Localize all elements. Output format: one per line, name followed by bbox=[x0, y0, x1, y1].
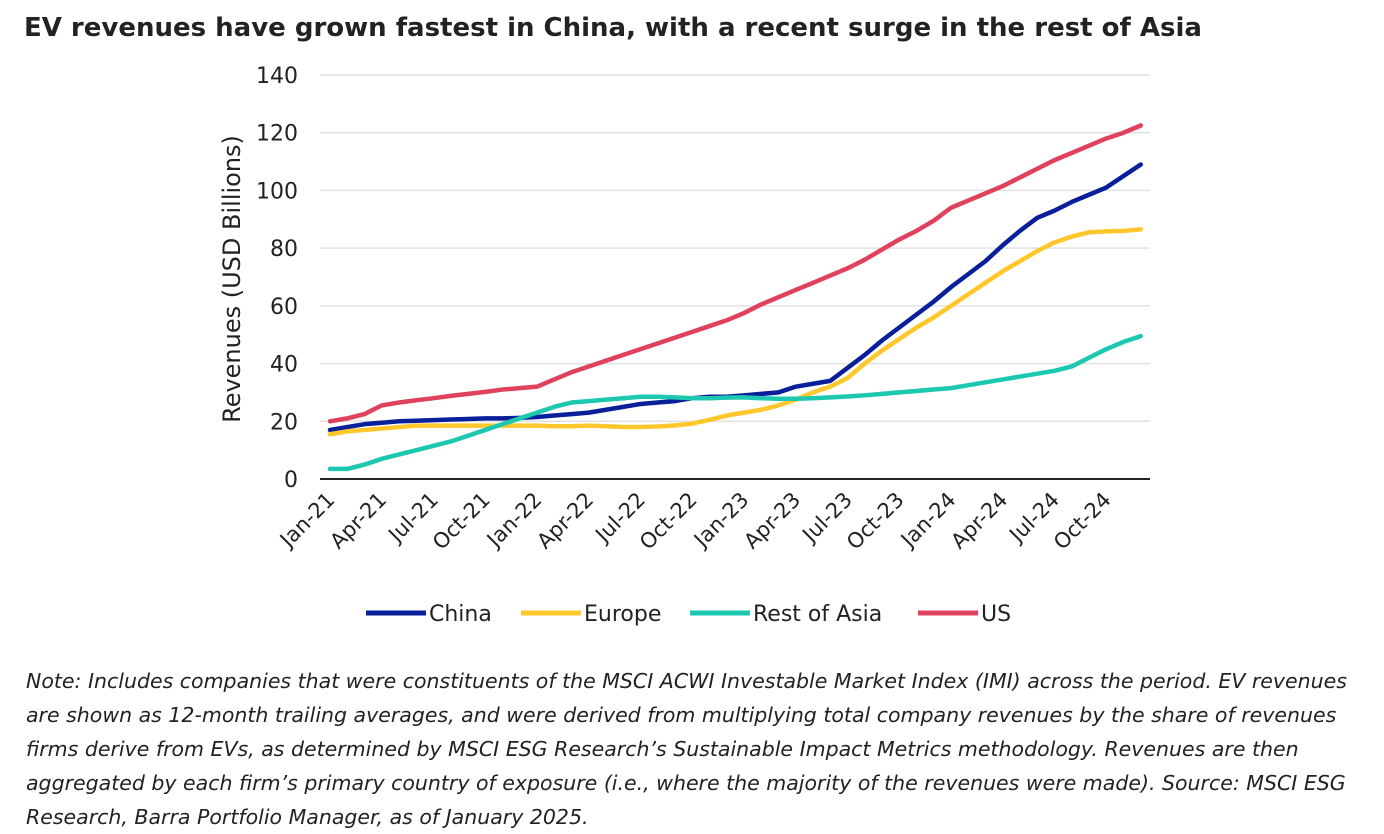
chart-title: EV revenues have grown fastest in China,… bbox=[24, 13, 1202, 43]
x-tick-label: Jan-21 bbox=[274, 488, 340, 554]
legend-label: US bbox=[981, 602, 1011, 627]
chart: EV revenues have grown fastest in China,… bbox=[24, 13, 1202, 627]
series-line bbox=[327, 123, 1143, 424]
x-tick-label: Oct-22 bbox=[635, 488, 702, 555]
y-tick-label: 80 bbox=[270, 237, 298, 262]
x-tick-label: Jan-22 bbox=[481, 488, 547, 554]
x-tick-label: Apr-24 bbox=[946, 488, 1012, 554]
x-tick-label: Apr-21 bbox=[325, 488, 391, 554]
x-tick-label: Oct-24 bbox=[1049, 488, 1116, 555]
x-tick-label: Oct-23 bbox=[842, 488, 909, 555]
x-tick-label: Jan-24 bbox=[895, 488, 961, 554]
y-tick-label: 60 bbox=[270, 295, 298, 320]
series-line bbox=[327, 162, 1143, 433]
y-axis-label: Revenues (USD Billions) bbox=[218, 135, 246, 423]
x-tick-label: Apr-22 bbox=[532, 488, 598, 554]
legend-label: Rest of Asia bbox=[753, 602, 882, 627]
y-tick-label: 120 bbox=[256, 122, 298, 147]
y-tick-label: 40 bbox=[270, 353, 298, 378]
legend-label: Europe bbox=[584, 602, 661, 627]
y-tick-label: 140 bbox=[256, 64, 298, 89]
y-tick-label: 0 bbox=[284, 468, 298, 493]
legend-label: China bbox=[429, 602, 492, 627]
y-tick-label: 100 bbox=[256, 179, 298, 204]
series-line bbox=[327, 227, 1143, 437]
x-tick-label: Oct-21 bbox=[428, 488, 495, 555]
x-tick-label: Apr-23 bbox=[739, 488, 805, 554]
x-tick-label: Jan-23 bbox=[688, 488, 754, 554]
note: Note: Includes companies that were const… bbox=[26, 669, 1347, 829]
series-line bbox=[327, 333, 1143, 472]
y-tick-label: 20 bbox=[270, 410, 298, 435]
